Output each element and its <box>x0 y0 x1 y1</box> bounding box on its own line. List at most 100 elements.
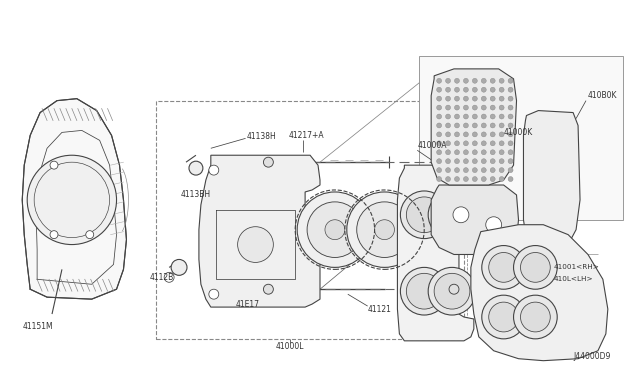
Circle shape <box>508 114 513 119</box>
Circle shape <box>513 295 557 339</box>
Circle shape <box>436 150 442 155</box>
Circle shape <box>445 168 451 173</box>
Circle shape <box>454 114 460 119</box>
Polygon shape <box>199 155 320 307</box>
Circle shape <box>463 150 468 155</box>
Text: 41001<RH>: 41001<RH> <box>553 264 599 270</box>
Circle shape <box>445 141 451 146</box>
Circle shape <box>436 177 442 182</box>
Circle shape <box>499 96 504 101</box>
Circle shape <box>508 141 513 146</box>
Circle shape <box>499 105 504 110</box>
Text: 410L<LH>: 410L<LH> <box>553 276 593 282</box>
Circle shape <box>436 96 442 101</box>
Circle shape <box>463 168 468 173</box>
Circle shape <box>463 141 468 146</box>
Circle shape <box>445 132 451 137</box>
Circle shape <box>481 150 486 155</box>
Circle shape <box>445 105 451 110</box>
Text: 41E17: 41E17 <box>236 299 260 309</box>
Circle shape <box>436 78 442 83</box>
Circle shape <box>50 231 58 238</box>
Polygon shape <box>431 69 516 185</box>
Circle shape <box>481 96 486 101</box>
Circle shape <box>463 177 468 182</box>
Circle shape <box>499 87 504 92</box>
Circle shape <box>481 87 486 92</box>
Circle shape <box>489 302 518 332</box>
Circle shape <box>463 87 468 92</box>
Circle shape <box>454 87 460 92</box>
Circle shape <box>472 168 477 173</box>
Bar <box>419 56 623 220</box>
Circle shape <box>472 105 477 110</box>
Circle shape <box>86 231 93 238</box>
Circle shape <box>490 141 495 146</box>
Circle shape <box>508 123 513 128</box>
Circle shape <box>499 123 504 128</box>
Circle shape <box>463 96 468 101</box>
Circle shape <box>436 168 442 173</box>
Circle shape <box>508 132 513 137</box>
Circle shape <box>454 159 460 164</box>
Circle shape <box>482 246 525 289</box>
Circle shape <box>499 168 504 173</box>
Circle shape <box>445 78 451 83</box>
Circle shape <box>454 96 460 101</box>
Circle shape <box>436 105 442 110</box>
Circle shape <box>454 141 460 146</box>
Circle shape <box>490 150 495 155</box>
Polygon shape <box>22 99 127 299</box>
Text: 41151M: 41151M <box>22 323 53 331</box>
Circle shape <box>454 105 460 110</box>
Circle shape <box>499 141 504 146</box>
Circle shape <box>472 87 477 92</box>
Circle shape <box>490 177 495 182</box>
Circle shape <box>189 161 203 175</box>
Circle shape <box>463 123 468 128</box>
Text: 41000K: 41000K <box>504 128 533 137</box>
Text: 4112B: 4112B <box>149 273 173 282</box>
Circle shape <box>453 207 469 223</box>
Circle shape <box>499 78 504 83</box>
Circle shape <box>445 114 451 119</box>
Circle shape <box>490 159 495 164</box>
Circle shape <box>237 227 273 262</box>
Circle shape <box>486 217 502 232</box>
Circle shape <box>490 96 495 101</box>
Circle shape <box>445 177 451 182</box>
Circle shape <box>445 96 451 101</box>
Circle shape <box>445 150 451 155</box>
Circle shape <box>499 132 504 137</box>
Circle shape <box>472 177 477 182</box>
Circle shape <box>490 168 495 173</box>
Circle shape <box>490 114 495 119</box>
Circle shape <box>454 78 460 83</box>
Circle shape <box>428 191 476 238</box>
Circle shape <box>499 114 504 119</box>
Text: 41000A: 41000A <box>417 141 447 150</box>
Circle shape <box>499 159 504 164</box>
Circle shape <box>325 220 345 240</box>
Bar <box>156 101 464 339</box>
Circle shape <box>454 168 460 173</box>
Circle shape <box>490 123 495 128</box>
Circle shape <box>401 191 448 238</box>
Text: 41121: 41121 <box>367 305 392 314</box>
Circle shape <box>297 192 372 267</box>
Circle shape <box>356 202 412 257</box>
Circle shape <box>508 78 513 83</box>
Circle shape <box>307 202 363 257</box>
Circle shape <box>445 159 451 164</box>
Circle shape <box>481 123 486 128</box>
Circle shape <box>499 150 504 155</box>
Polygon shape <box>397 165 474 341</box>
Circle shape <box>463 105 468 110</box>
Circle shape <box>463 132 468 137</box>
Text: 41217+A: 41217+A <box>288 131 324 140</box>
Circle shape <box>436 123 442 128</box>
Circle shape <box>463 114 468 119</box>
Circle shape <box>508 177 513 182</box>
Circle shape <box>264 157 273 167</box>
Circle shape <box>508 96 513 101</box>
